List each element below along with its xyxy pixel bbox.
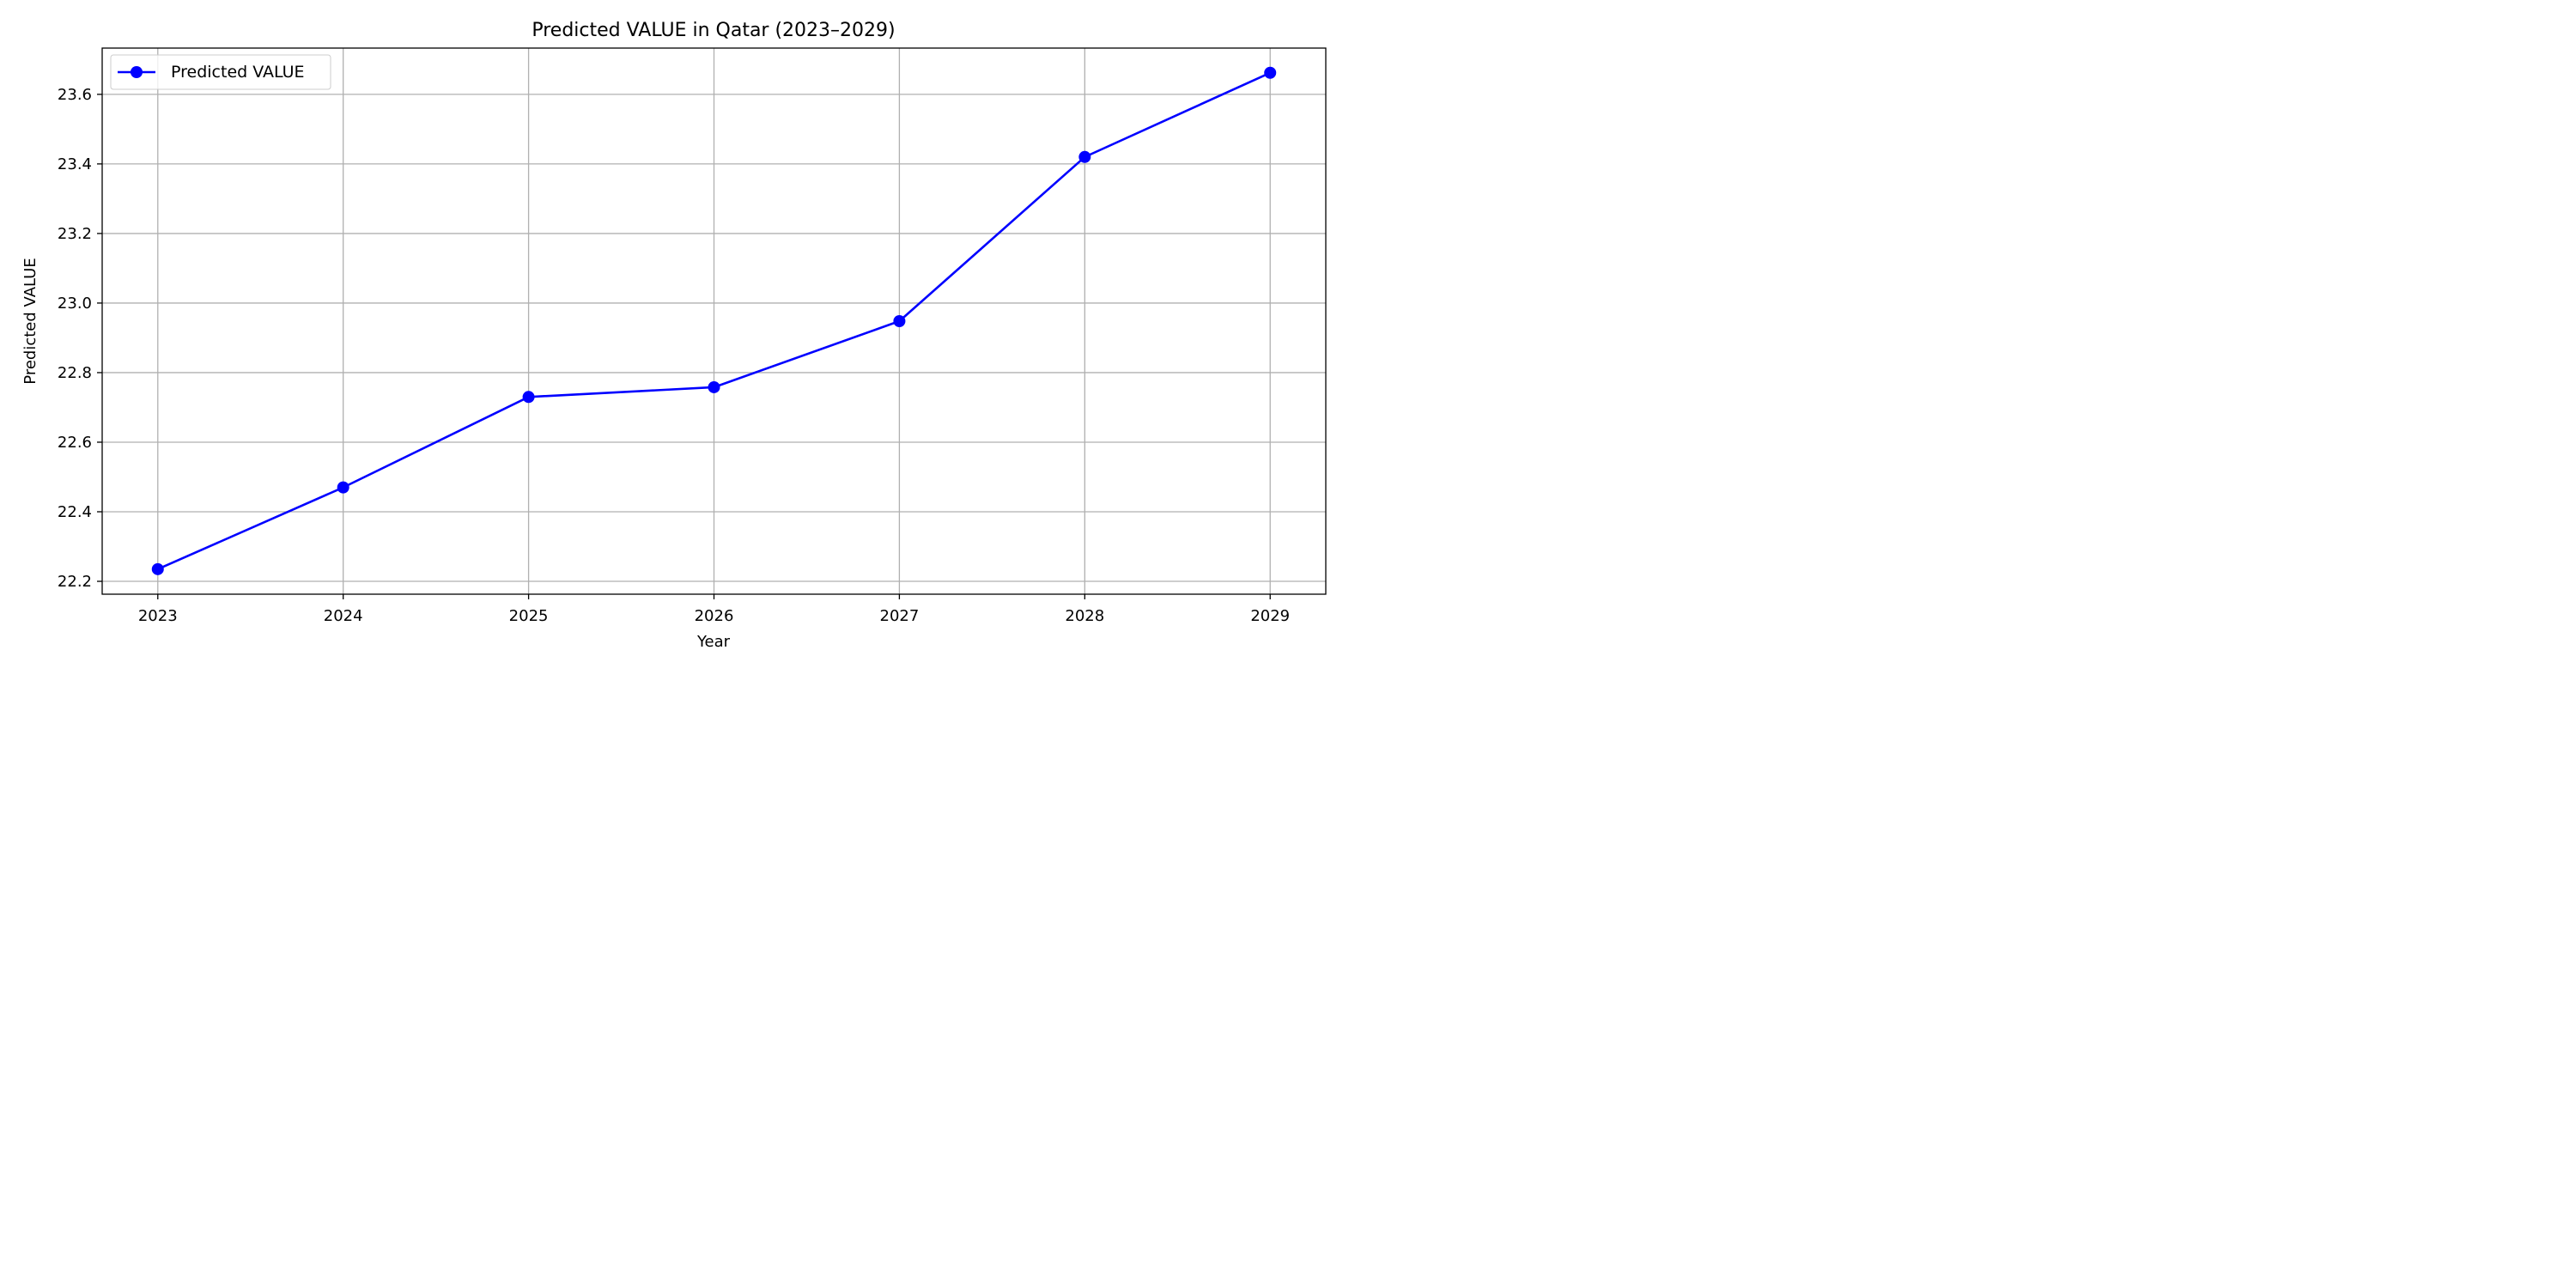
y-tick-label: 22.8 [58,364,92,382]
y-axis-label: Predicted VALUE [21,258,39,384]
data-point [893,315,906,327]
y-tick-label: 23.4 [58,155,92,173]
y-tick-label: 22.6 [58,434,92,452]
y-axis-ticks: 22.2 22.4 22.6 22.8 23.0 23.2 23.4 23.6 [58,86,102,591]
y-tick-label: 22.2 [58,573,92,591]
data-point [708,380,720,393]
y-tick-label: 22.4 [58,503,92,521]
data-point [522,391,535,404]
x-tick-label: 2024 [324,607,363,625]
legend: Predicted VALUE [110,54,331,90]
legend-marker-sample [131,66,143,78]
x-axis-ticks: 2023 2024 2025 2026 2027 2028 2029 [138,594,1290,625]
x-tick-label: 2025 [509,607,549,625]
grid-lines [102,48,1326,594]
chart-container: 2023 2024 2025 2026 2027 2028 2029 22.2 22.4 22.… [0,0,1346,673]
x-tick-label: 2027 [880,607,920,625]
x-axis-label: Year [696,633,731,651]
legend-label: Predicted VALUE [171,63,305,82]
data-point [337,481,349,494]
x-tick-label: 2023 [138,607,178,625]
legend-box [110,54,331,90]
x-tick-label: 2026 [695,607,734,625]
chart-background [0,0,1346,673]
series-layer [151,66,1277,575]
x-tick-label: 2028 [1065,607,1104,625]
y-tick-label: 23.6 [58,86,92,104]
x-tick-label: 2029 [1250,607,1290,625]
line-chart: 2023 2024 2025 2026 2027 2028 2029 22.222.422.… [0,0,1346,673]
data-point [1264,66,1277,79]
data-point [1078,150,1091,163]
chart-title: Predicted VALUE in Qatar (2023–2029) [532,20,895,41]
y-tick-label: 23.2 [58,225,92,243]
data-point [151,562,164,575]
y-tick-label: 23.0 [58,295,92,313]
